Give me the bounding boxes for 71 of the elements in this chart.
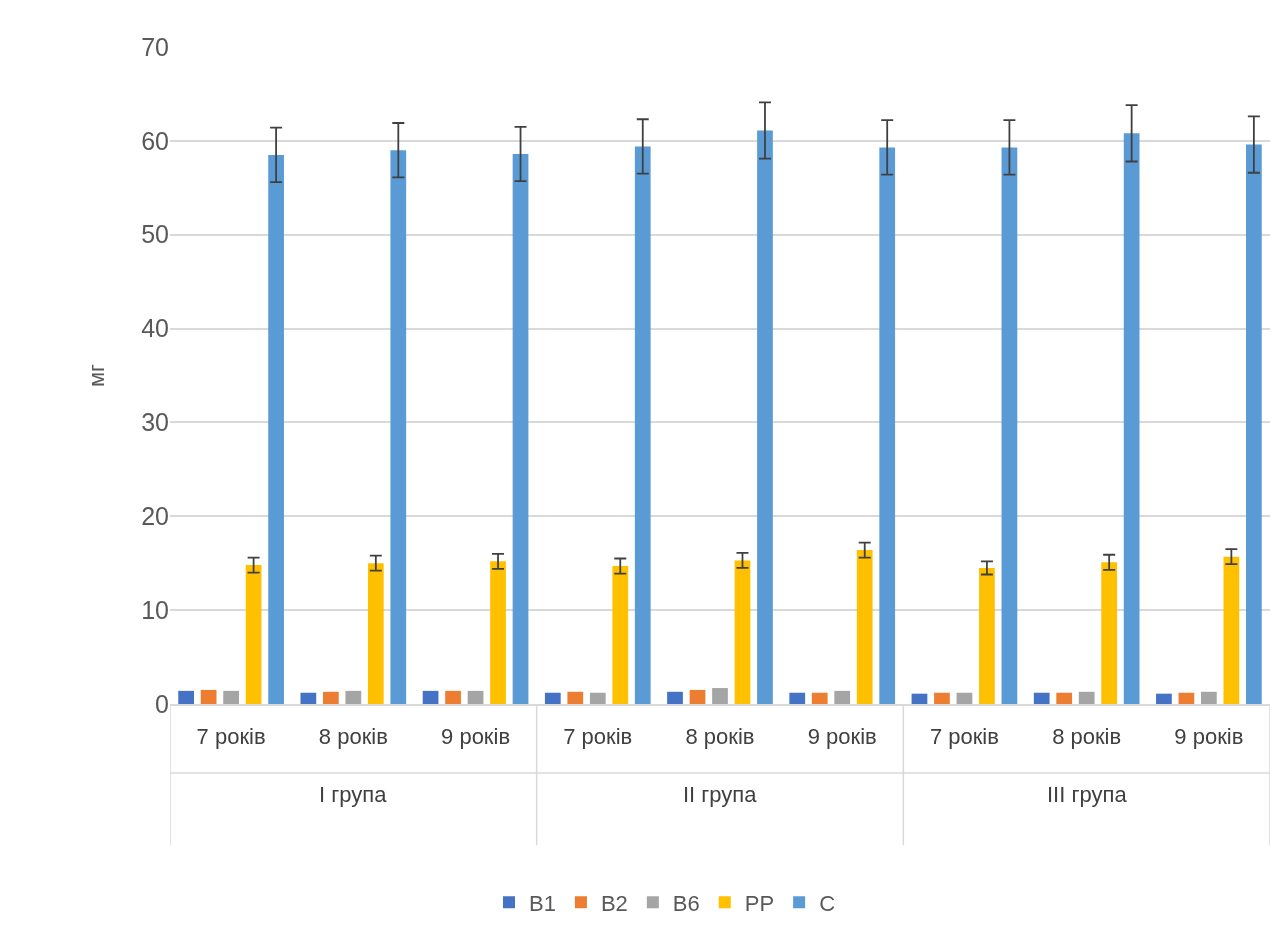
bar — [712, 688, 728, 704]
bar — [300, 692, 317, 704]
y-tick-label: 50 — [141, 220, 169, 249]
bar — [934, 692, 950, 704]
y-tick-label: 0 — [155, 689, 169, 718]
legend-label: C — [819, 890, 836, 916]
bar — [1078, 691, 1095, 704]
bar — [512, 154, 529, 704]
y-tick-label: 20 — [141, 502, 169, 531]
bar — [467, 690, 484, 704]
bar — [1201, 691, 1217, 704]
x-tick-label: 7 років — [563, 724, 633, 750]
bar — [1056, 692, 1073, 704]
bar — [178, 690, 194, 704]
bar — [879, 147, 896, 704]
bar — [200, 689, 217, 704]
bar — [734, 560, 751, 704]
bar — [390, 150, 407, 704]
bar — [490, 561, 506, 704]
bar — [422, 690, 439, 704]
bar — [1123, 133, 1140, 704]
y-tick-label: 10 — [141, 595, 169, 624]
x-tick-label: 8 років — [1052, 724, 1122, 750]
bar — [1101, 562, 1118, 704]
bar — [1001, 147, 1018, 704]
x-tick-label: 8 років — [318, 724, 388, 750]
text: I група — [319, 782, 388, 807]
bar — [589, 692, 606, 704]
y-tick-label: 70 — [141, 32, 169, 61]
bar — [445, 690, 461, 704]
bar — [689, 689, 706, 704]
bar — [979, 567, 995, 704]
legend-label: B2 — [600, 890, 628, 916]
x-tick-label: 7 років — [929, 724, 999, 750]
bar — [634, 146, 651, 704]
text: II група — [683, 782, 758, 807]
bar — [811, 692, 828, 704]
bar — [544, 692, 561, 704]
bar — [911, 693, 928, 704]
bar — [1178, 692, 1195, 704]
bar — [1156, 693, 1172, 704]
bar — [956, 692, 973, 704]
bar — [1033, 692, 1050, 704]
bar — [789, 692, 806, 704]
bar — [1223, 556, 1240, 704]
x-tick-label: 9 років — [1174, 724, 1244, 750]
bar — [245, 565, 262, 704]
legend-label: B1 — [529, 890, 556, 916]
x-tick-label: 7 років — [196, 724, 266, 750]
bar — [223, 690, 239, 704]
x-tick-label: 9 років — [441, 724, 511, 750]
bar — [834, 690, 851, 704]
x-tick-label: 8 років — [685, 724, 755, 750]
bar — [856, 550, 873, 704]
bar — [367, 563, 384, 704]
y-tick-label: 40 — [141, 314, 169, 343]
legend-label: PP — [744, 890, 775, 916]
bar — [757, 130, 773, 704]
bar — [612, 566, 629, 704]
legend-label: B6 — [672, 890, 700, 916]
y-tick-label: 60 — [141, 126, 169, 155]
y-tick-label: 30 — [141, 408, 169, 437]
bar — [567, 691, 584, 704]
x-tick-label: 9 років — [807, 724, 877, 750]
text: III група — [1047, 782, 1128, 807]
bar — [667, 691, 683, 704]
bar — [268, 154, 284, 704]
bar — [345, 690, 362, 704]
y-axis-title: мг — [83, 363, 109, 388]
bar — [1246, 144, 1262, 704]
bar — [322, 691, 339, 704]
